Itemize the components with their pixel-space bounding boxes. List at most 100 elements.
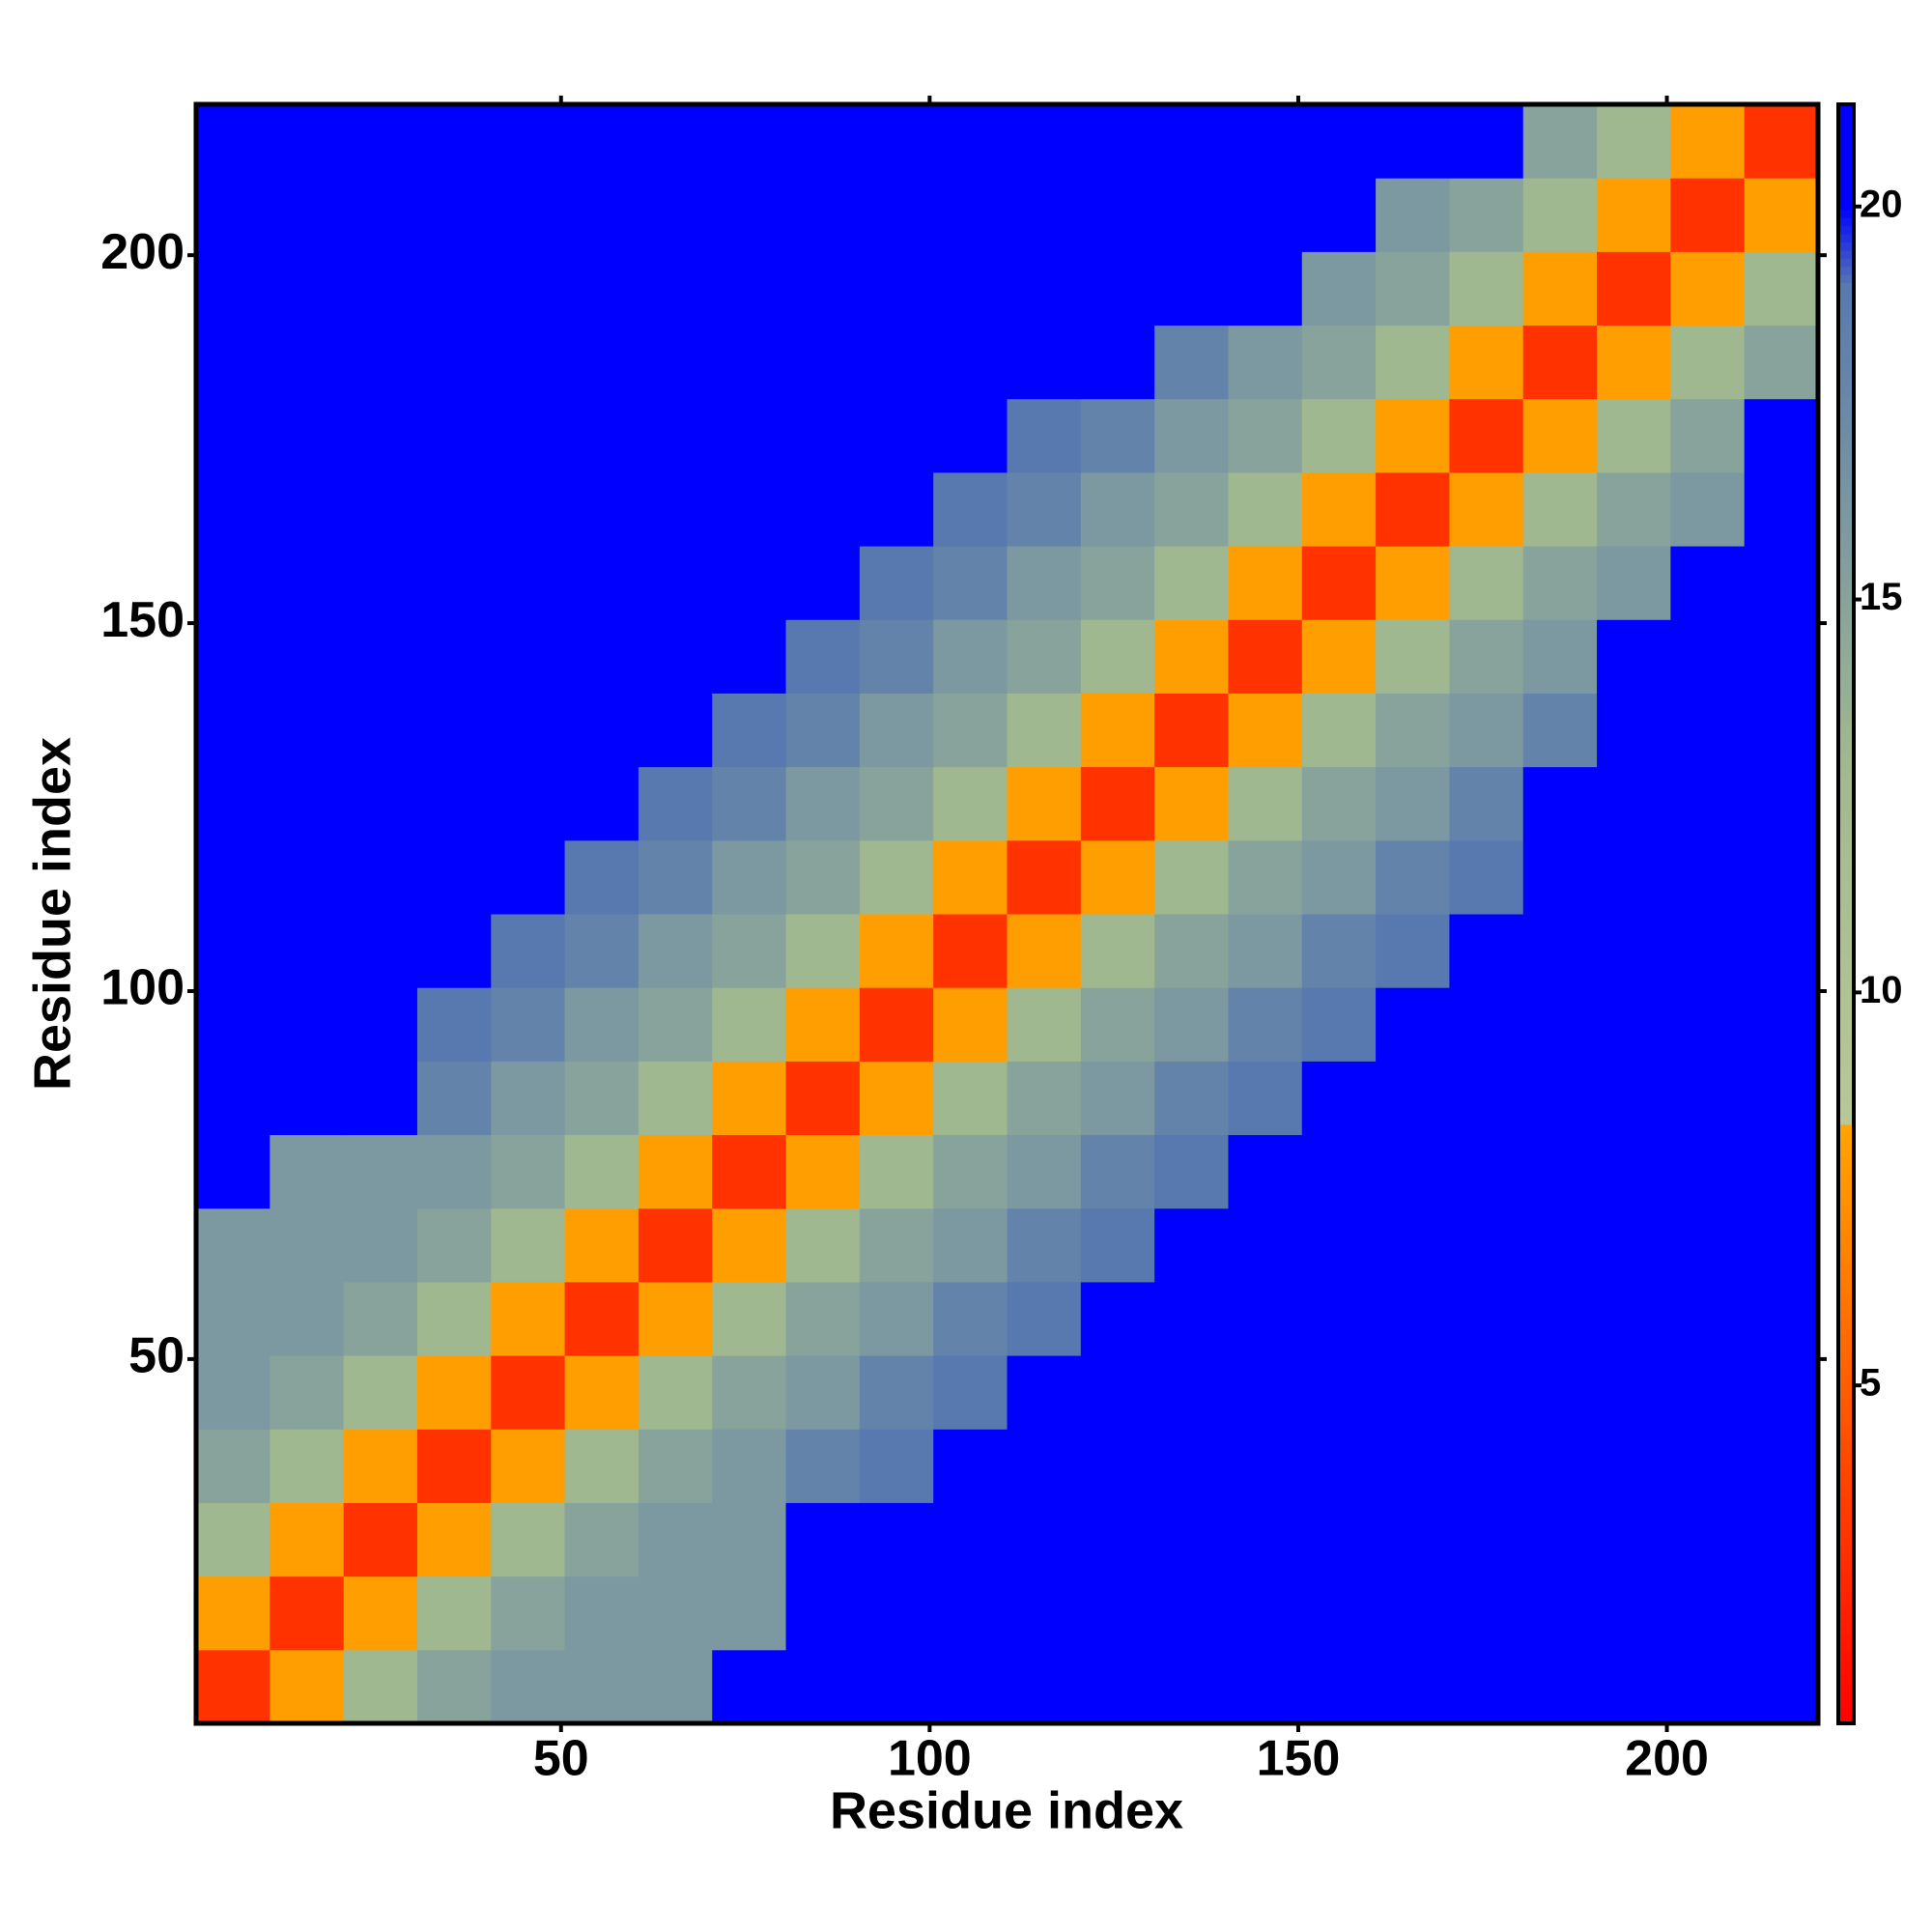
cell (1670, 1576, 1746, 1651)
cell (1154, 1502, 1229, 1577)
cell (1449, 839, 1524, 915)
cell (416, 914, 492, 988)
colorbar-step (1838, 663, 1854, 672)
cell (564, 1649, 639, 1724)
cell (638, 1502, 713, 1577)
y-tick-label: 100 (100, 960, 185, 1016)
cell (343, 987, 418, 1062)
cell (1154, 766, 1229, 841)
cell (343, 104, 418, 179)
cell (1670, 693, 1746, 768)
colorbar-step (1838, 1658, 1854, 1667)
colorbar-step (1838, 1602, 1854, 1611)
colorbar-step (1838, 613, 1854, 623)
cell (1080, 1208, 1155, 1283)
cell (564, 693, 639, 768)
cell (1670, 398, 1746, 473)
colorbar-step (1838, 177, 1854, 186)
cell (1301, 619, 1377, 694)
colorbar-step (1838, 1092, 1854, 1101)
cell (859, 471, 934, 547)
cell (1744, 1281, 1819, 1356)
colorbar-step (1838, 598, 1854, 608)
cell (564, 471, 639, 547)
colorbar-step (1838, 986, 1854, 996)
cell (1007, 1576, 1082, 1651)
cell (933, 1134, 1008, 1209)
cell (638, 839, 713, 915)
colorbar-step (1838, 881, 1854, 891)
cell (1376, 1649, 1450, 1724)
colorbar-step (1838, 1213, 1854, 1223)
cell (1154, 914, 1229, 988)
colorbar-step (1838, 209, 1854, 218)
cell (1154, 398, 1229, 473)
cell (1449, 1061, 1524, 1136)
cell (1007, 1355, 1082, 1430)
colorbar-step (1838, 330, 1854, 340)
colorbar-step (1838, 1310, 1854, 1320)
colorbar-step (1838, 1293, 1854, 1303)
cell (1744, 839, 1819, 915)
cell (270, 1429, 345, 1503)
cell (785, 178, 861, 252)
cell (1228, 1281, 1303, 1356)
cell (1597, 987, 1671, 1062)
cell (1670, 178, 1746, 252)
colorbar-step (1838, 1520, 1854, 1530)
cell (1228, 987, 1303, 1062)
cell (491, 914, 566, 988)
cell (491, 325, 566, 400)
colorbar-step (1838, 687, 1854, 696)
cell (416, 1355, 492, 1430)
cell (1449, 1429, 1524, 1503)
cell (638, 619, 713, 694)
colorbar-step (1838, 1513, 1854, 1522)
cell (1597, 1281, 1671, 1356)
cell (1154, 619, 1229, 694)
cell (1376, 1576, 1450, 1651)
cell (1080, 1576, 1155, 1651)
cell (1301, 1649, 1377, 1724)
colorbar-step (1838, 1043, 1854, 1053)
cell (1228, 766, 1303, 841)
cell (1449, 1649, 1524, 1724)
cell (1522, 987, 1598, 1062)
x-tick-label: 200 (1625, 1731, 1709, 1787)
cell (1449, 1355, 1524, 1430)
colorbar-step (1838, 1423, 1854, 1433)
cell (1522, 693, 1598, 768)
cell (1376, 546, 1450, 620)
cell (933, 1429, 1008, 1503)
cell (785, 398, 861, 473)
colorbar-step (1838, 582, 1854, 591)
colorbar-step (1838, 1326, 1854, 1336)
cell (196, 1208, 270, 1283)
colorbar-step (1838, 929, 1854, 939)
colorbar-step (1838, 371, 1854, 381)
colorbar-step (1838, 1010, 1854, 1020)
cell (196, 766, 270, 841)
cell (933, 251, 1008, 327)
colorbar-step (1838, 922, 1854, 931)
cell (564, 619, 639, 694)
cell (1670, 1281, 1746, 1356)
colorbar-step (1838, 517, 1854, 526)
colorbar-tick-label: 10 (1860, 969, 1903, 1011)
cell (270, 914, 345, 988)
colorbar-step (1838, 1683, 1854, 1692)
cell (1597, 178, 1671, 252)
cell (1301, 1429, 1377, 1503)
cell (1228, 693, 1303, 768)
colorbar-step (1838, 314, 1854, 324)
cell (1670, 104, 1746, 179)
cell (491, 1281, 566, 1356)
cell (712, 1061, 787, 1136)
colorbar-step (1838, 1537, 1854, 1547)
cell (1228, 251, 1303, 327)
cell (1007, 1134, 1082, 1209)
cell (491, 766, 566, 841)
colorbar-step (1838, 840, 1854, 850)
colorbar-step (1838, 234, 1854, 243)
colorbar-step (1838, 1448, 1854, 1458)
